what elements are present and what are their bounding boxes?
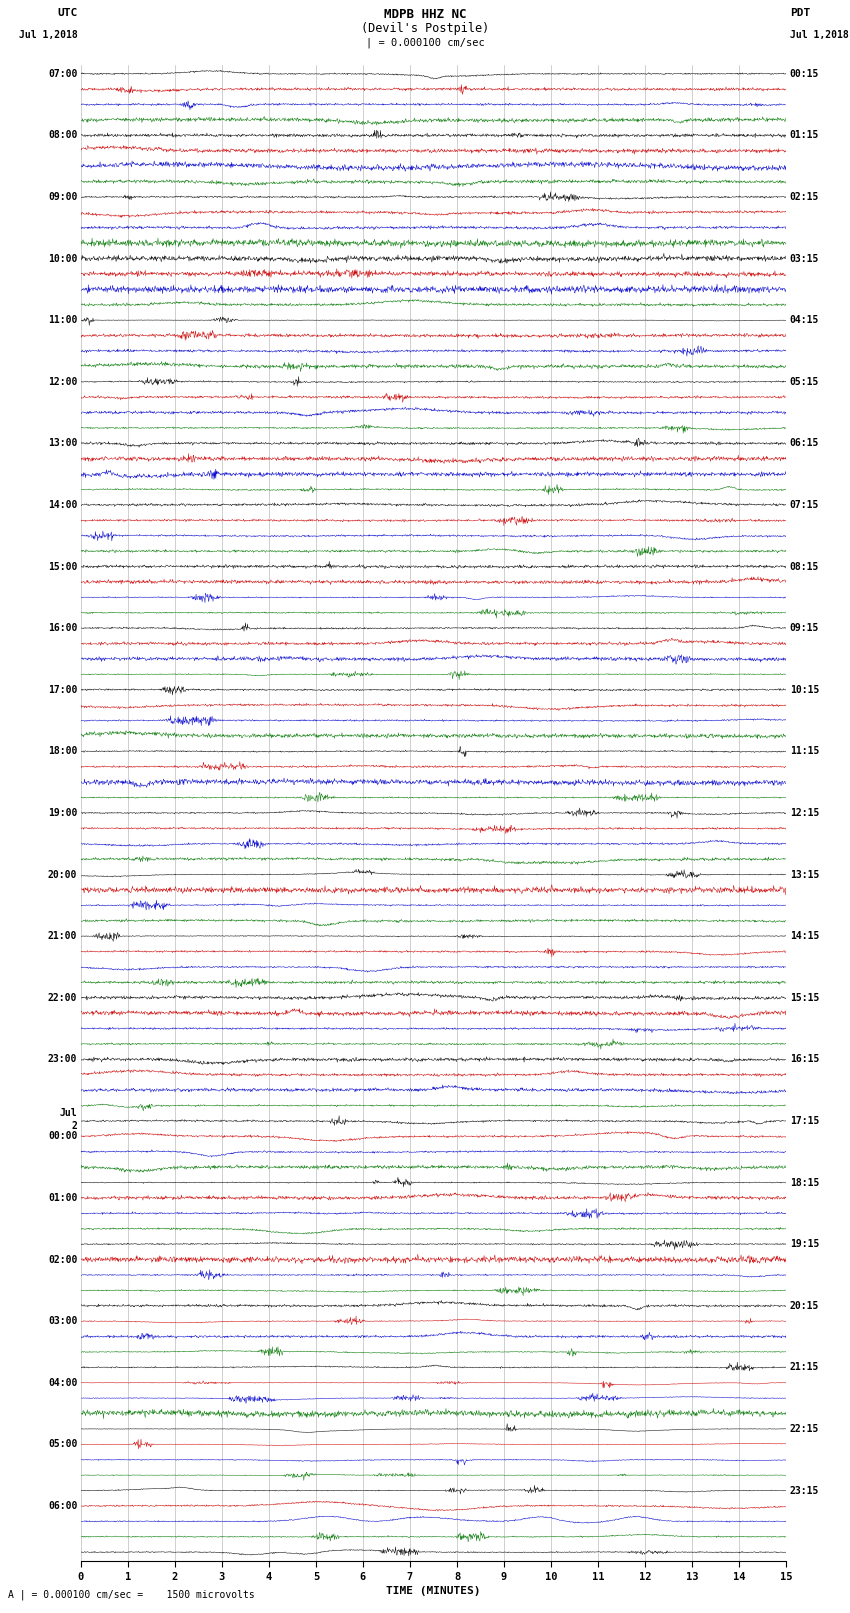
Text: 13:15: 13:15 bbox=[790, 869, 819, 879]
Text: 03:00: 03:00 bbox=[48, 1316, 77, 1326]
Text: 14:00: 14:00 bbox=[48, 500, 77, 510]
Text: (Devil's Postpile): (Devil's Postpile) bbox=[361, 23, 489, 35]
Text: 06:15: 06:15 bbox=[790, 439, 819, 448]
Text: 00:15: 00:15 bbox=[790, 69, 819, 79]
Text: 09:15: 09:15 bbox=[790, 623, 819, 634]
Text: 18:00: 18:00 bbox=[48, 747, 77, 756]
Text: 10:15: 10:15 bbox=[790, 686, 819, 695]
Text: A | = 0.000100 cm/sec =    1500 microvolts: A | = 0.000100 cm/sec = 1500 microvolts bbox=[8, 1590, 255, 1600]
Text: 08:00: 08:00 bbox=[48, 131, 77, 140]
Text: 15:15: 15:15 bbox=[790, 992, 819, 1003]
Text: Jul: Jul bbox=[60, 1108, 77, 1118]
Text: 05:15: 05:15 bbox=[790, 377, 819, 387]
Text: 17:00: 17:00 bbox=[48, 686, 77, 695]
Text: 15:00: 15:00 bbox=[48, 561, 77, 571]
Text: 22:00: 22:00 bbox=[48, 992, 77, 1003]
Text: 14:15: 14:15 bbox=[790, 931, 819, 940]
Text: 16:15: 16:15 bbox=[790, 1055, 819, 1065]
Text: 12:00: 12:00 bbox=[48, 377, 77, 387]
Text: 09:00: 09:00 bbox=[48, 192, 77, 202]
Text: 2: 2 bbox=[71, 1121, 77, 1131]
Text: 13:00: 13:00 bbox=[48, 439, 77, 448]
Text: | = 0.000100 cm/sec: | = 0.000100 cm/sec bbox=[366, 37, 484, 48]
Text: 08:15: 08:15 bbox=[790, 561, 819, 571]
Text: 20:00: 20:00 bbox=[48, 869, 77, 879]
X-axis label: TIME (MINUTES): TIME (MINUTES) bbox=[386, 1586, 481, 1595]
Text: 12:15: 12:15 bbox=[790, 808, 819, 818]
Text: 18:15: 18:15 bbox=[790, 1177, 819, 1187]
Text: 21:15: 21:15 bbox=[790, 1363, 819, 1373]
Text: 21:00: 21:00 bbox=[48, 931, 77, 940]
Text: 01:15: 01:15 bbox=[790, 131, 819, 140]
Text: PDT: PDT bbox=[790, 8, 810, 18]
Text: Jul 1,2018: Jul 1,2018 bbox=[790, 31, 848, 40]
Text: 19:00: 19:00 bbox=[48, 808, 77, 818]
Text: Jul 1,2018: Jul 1,2018 bbox=[19, 31, 77, 40]
Text: 17:15: 17:15 bbox=[790, 1116, 819, 1126]
Text: 16:00: 16:00 bbox=[48, 623, 77, 634]
Text: 19:15: 19:15 bbox=[790, 1239, 819, 1248]
Text: 05:00: 05:00 bbox=[48, 1439, 77, 1450]
Text: 00:00: 00:00 bbox=[48, 1131, 77, 1142]
Text: 22:15: 22:15 bbox=[790, 1424, 819, 1434]
Text: 11:00: 11:00 bbox=[48, 315, 77, 326]
Text: 07:00: 07:00 bbox=[48, 69, 77, 79]
Text: 07:15: 07:15 bbox=[790, 500, 819, 510]
Text: 04:15: 04:15 bbox=[790, 315, 819, 326]
Text: 02:00: 02:00 bbox=[48, 1255, 77, 1265]
Text: MDPB HHZ NC: MDPB HHZ NC bbox=[383, 8, 467, 21]
Text: 10:00: 10:00 bbox=[48, 253, 77, 263]
Text: 04:00: 04:00 bbox=[48, 1378, 77, 1387]
Text: 02:15: 02:15 bbox=[790, 192, 819, 202]
Text: 23:00: 23:00 bbox=[48, 1055, 77, 1065]
Text: 20:15: 20:15 bbox=[790, 1300, 819, 1311]
Text: UTC: UTC bbox=[57, 8, 77, 18]
Text: 06:00: 06:00 bbox=[48, 1502, 77, 1511]
Text: 23:15: 23:15 bbox=[790, 1486, 819, 1495]
Text: 03:15: 03:15 bbox=[790, 253, 819, 263]
Text: 11:15: 11:15 bbox=[790, 747, 819, 756]
Text: 01:00: 01:00 bbox=[48, 1194, 77, 1203]
